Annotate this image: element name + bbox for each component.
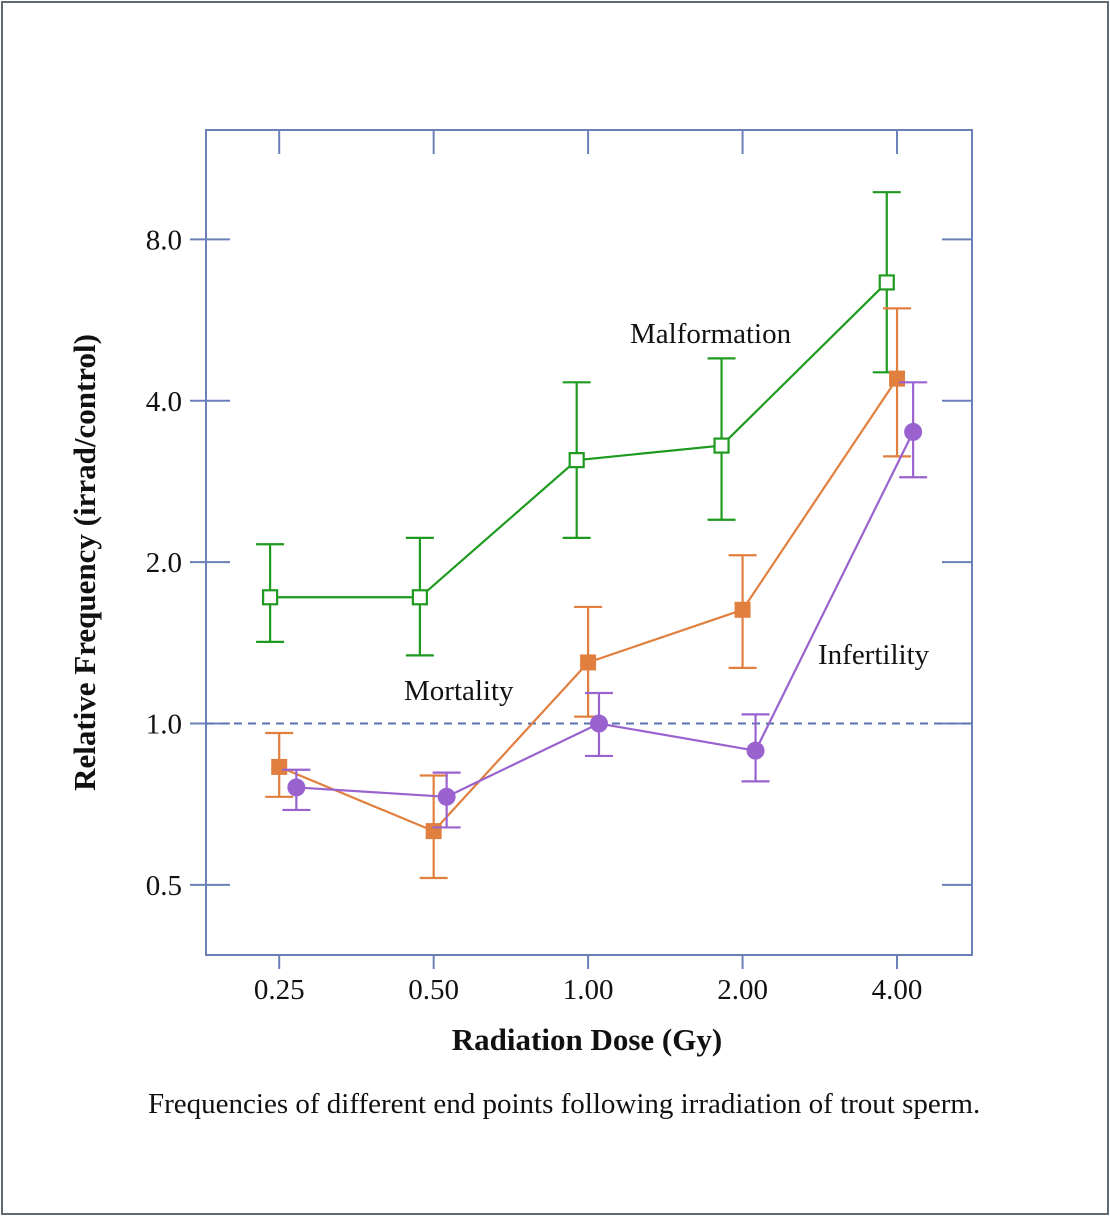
y-tick-label: 8.0 — [146, 224, 182, 256]
x-axis-label: Radiation Dose (Gy) — [452, 1022, 722, 1057]
plot-border — [205, 129, 973, 956]
data-point — [589, 714, 608, 733]
data-point — [271, 758, 288, 775]
data-point — [713, 437, 730, 454]
data-point — [746, 741, 765, 760]
series-annotation: Mortality — [404, 675, 514, 707]
data-point — [580, 654, 597, 671]
series-line — [270, 281, 888, 599]
data-point — [878, 274, 895, 291]
x-tick-label: 2.00 — [717, 974, 768, 1006]
data-point — [425, 823, 442, 840]
data-point — [904, 422, 923, 441]
data-point — [734, 601, 751, 618]
y-tick-label: 2.0 — [146, 547, 182, 579]
data-point — [437, 787, 456, 806]
y-axis-label: Relative Frequency (irrad/control) — [67, 334, 102, 791]
data-point — [889, 370, 906, 387]
data-point — [411, 589, 428, 606]
y-tick-label: 0.5 — [146, 870, 182, 902]
series-annotation: Malformation — [630, 318, 792, 350]
data-point — [287, 778, 306, 797]
x-tick-label: 0.25 — [254, 974, 305, 1006]
series-annotation: Infertility — [818, 639, 930, 671]
x-tick-label: 4.00 — [872, 974, 923, 1006]
series-line — [296, 431, 915, 798]
y-tick-label: 1.0 — [146, 709, 182, 741]
data-point — [568, 452, 585, 469]
data-point — [262, 589, 279, 606]
x-tick-label: 1.00 — [563, 974, 614, 1006]
figure-caption: Frequencies of different end points foll… — [148, 1088, 981, 1120]
y-tick-label: 4.0 — [146, 386, 182, 418]
series-line — [278, 377, 898, 833]
x-tick-label: 0.50 — [408, 974, 459, 1006]
